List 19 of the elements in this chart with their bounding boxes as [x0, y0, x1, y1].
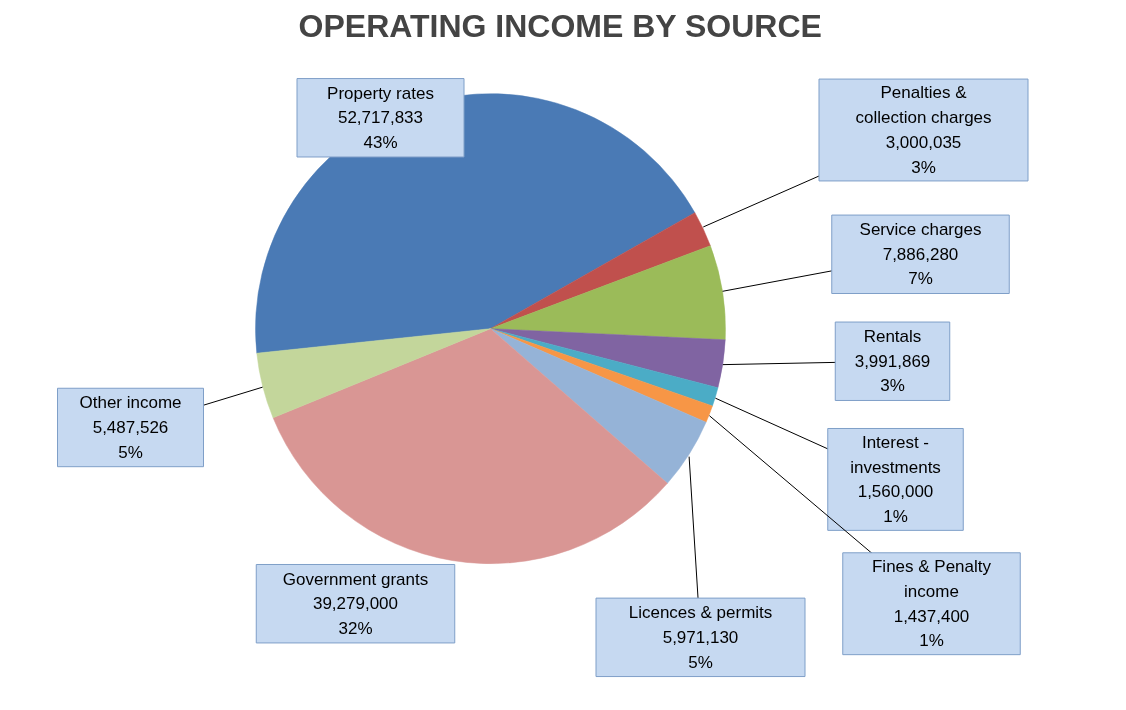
slice-label: Fines & Penalty income [871, 557, 992, 601]
slice-label: Licences & permits [628, 603, 773, 623]
slice-label: Penalties & collection charges [855, 83, 992, 128]
data-label: 5,487,526 5% [92, 417, 169, 462]
data-label: 1,437,400 1% [893, 606, 970, 651]
slice-label: Interest - investments [850, 432, 941, 477]
data-label: 52,717,833 43% [337, 108, 424, 152]
data-label: 3,000,035 3% [885, 132, 962, 177]
data-label: 39,279,000 32% [312, 594, 399, 638]
data-label: 1,560,000 1% [857, 482, 934, 526]
chart-title: OPERATING INCOME BY SOURCE [298, 7, 822, 44]
slice-label: Property rates [327, 83, 434, 103]
slice-label: Service charges [859, 220, 982, 240]
slice-label: Government grants [282, 569, 429, 589]
slice-label: Rentals [863, 327, 922, 347]
data-label: 3,991,869 3% [854, 351, 931, 396]
data-label: 5,971,130 5% [662, 627, 739, 672]
slice-label: Other income [79, 393, 182, 413]
data-label: 7,886,280 7% [882, 244, 959, 289]
